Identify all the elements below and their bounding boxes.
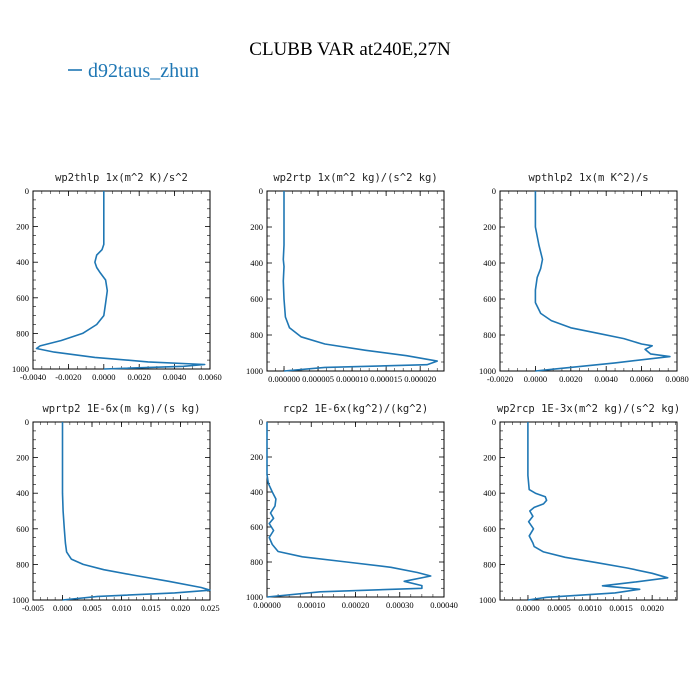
y-tick-label: 600: [483, 294, 496, 304]
series-line: [61, 422, 211, 601]
y-tick-label: 1000: [12, 595, 29, 605]
y-tick-label: 600: [250, 522, 263, 532]
x-tick-label: 0.000005: [302, 374, 334, 384]
x-tick-label: 0.015: [141, 603, 160, 613]
x-tick-label: 0.00020: [342, 600, 370, 610]
y-tick-label: 0: [259, 417, 263, 427]
x-tick-label: 0.005: [82, 603, 101, 613]
y-tick-label: 200: [483, 222, 496, 232]
x-tick-label: 0.00000: [253, 600, 281, 610]
subplot-title: wp2thlp 1x(m^2 K)/s^2: [55, 172, 188, 184]
y-tick-label: 800: [483, 559, 496, 569]
y-tick-label: 0: [492, 186, 496, 196]
x-tick-label: 0.0080: [665, 374, 688, 384]
x-tick-label: 0.0000: [524, 374, 547, 384]
y-tick-label: 200: [16, 222, 29, 232]
subplot-title: wpthlp2 1x(m K^2)/s: [528, 172, 648, 184]
subplot-title: wp2rcp 1E-3x(m^2 kg)/(s^2 kg): [497, 403, 680, 415]
x-tick-label: 0.000: [53, 603, 72, 613]
y-tick-label: 0: [259, 186, 263, 196]
x-tick-label: 0.0020: [559, 374, 582, 384]
y-tick-label: 0: [492, 417, 496, 427]
y-tick-label: 1000: [479, 595, 496, 605]
y-tick-label: 400: [483, 488, 496, 498]
figure-title: CLUBB VAR at240E,27N: [249, 39, 451, 60]
plot-frame: [266, 421, 445, 598]
y-tick-label: 600: [483, 524, 496, 534]
y-tick-label: 200: [16, 453, 29, 463]
y-tick-label: 600: [16, 524, 29, 534]
plot-frame: [32, 190, 211, 370]
y-tick-label: 800: [250, 557, 263, 567]
subplot-grid: wp2thlp 1x(m^2 K)/s^202004006008001000-0…: [12, 172, 689, 613]
y-tick-label: 400: [250, 258, 263, 268]
subplot-3: wpthlp2 1x(m K^2)/s 0 200 400 600 800 1000-0.0…: [479, 172, 689, 384]
y-tick-label: 1000: [246, 592, 263, 602]
x-tick-label: 0.000015: [370, 374, 402, 384]
x-tick-label: -0.0020: [55, 372, 81, 382]
y-tick-label: 800: [16, 328, 29, 338]
y-tick-label: 800: [250, 330, 263, 340]
x-tick-label: 0.00030: [386, 600, 414, 610]
series-line: [266, 422, 432, 598]
x-tick-label: 0.000020: [404, 374, 436, 384]
x-tick-label: -0.0020: [487, 374, 513, 384]
series-line: [35, 191, 206, 370]
x-tick-label: 0.0000: [516, 603, 539, 613]
x-tick-label: 0.0020: [640, 603, 663, 613]
x-tick-label: 0.000000: [268, 374, 300, 384]
y-tick-label: 600: [250, 294, 263, 304]
y-tick-label: 200: [250, 222, 263, 232]
x-tick-label: 0.000010: [336, 374, 368, 384]
x-tick-label: 0.0005: [547, 603, 570, 613]
subplot-title: wprtp2 1E-6x(m kg)/(s kg): [42, 403, 200, 415]
x-tick-label: 0.0000: [92, 372, 115, 382]
y-tick-label: 0: [25, 417, 29, 427]
y-tick-label: 1000: [479, 366, 496, 376]
subplot-2: wp2rtp 1x(m^2 kg)/(s^2 kg) 0 200 400 600 800 1…: [246, 172, 445, 384]
series-line: [534, 191, 671, 372]
x-tick-label: 0.0040: [163, 372, 186, 382]
subplot-title: rcp2 1E-6x(kg^2)/(kg^2): [283, 403, 428, 415]
y-tick-label: 800: [16, 559, 29, 569]
y-tick-label: 200: [483, 453, 496, 463]
y-tick-label: 600: [16, 293, 29, 303]
x-tick-label: 0.0020: [128, 372, 151, 382]
y-tick-label: 400: [16, 488, 29, 498]
x-tick-label: -0.005: [22, 603, 44, 613]
x-tick-label: 0.0010: [578, 603, 601, 613]
x-tick-label: 0.0060: [198, 372, 221, 382]
legend-label: d92taus_zhun: [88, 60, 199, 82]
subplot-1: wp2thlp 1x(m^2 K)/s^202004006008001000-0…: [12, 172, 222, 382]
y-tick-label: 800: [483, 330, 496, 340]
y-tick-label: 400: [483, 258, 496, 268]
x-tick-label: 0.0040: [595, 374, 618, 384]
x-tick-label: 0.00040: [430, 600, 458, 610]
plot-frame: [266, 190, 445, 372]
subplot-5: rcp2 1E-6x(kg^2)/(kg^2) 0 200 400 600 800 1000…: [246, 403, 458, 610]
y-tick-label: 400: [250, 487, 263, 497]
x-tick-label: 0.0060: [630, 374, 653, 384]
y-tick-label: 0: [25, 186, 29, 196]
series-line: [527, 422, 669, 601]
x-tick-label: 0.025: [200, 603, 219, 613]
subplot-4: wprtp2 1E-6x(m kg)/(s kg) 0 200 400 600 800 10…: [12, 403, 220, 613]
x-tick-label: -0.0040: [20, 372, 46, 382]
y-tick-label: 1000: [12, 364, 29, 374]
subplot-6: wp2rcp 1E-3x(m^2 kg)/(s^2 kg)0 200 400 600 8…: [479, 403, 680, 613]
y-tick-label: 200: [250, 452, 263, 462]
x-tick-label: 0.010: [112, 603, 131, 613]
y-tick-label: 1000: [246, 366, 263, 376]
plot-frame: [499, 190, 678, 372]
x-tick-label: 0.020: [171, 603, 190, 613]
x-tick-label: 0.00010: [297, 600, 325, 610]
x-tick-label: 0.0015: [609, 603, 632, 613]
subplot-title: wp2rtp 1x(m^2 kg)/(s^2 kg): [273, 172, 437, 184]
y-tick-label: 400: [16, 257, 29, 267]
series-line: [282, 191, 439, 372]
